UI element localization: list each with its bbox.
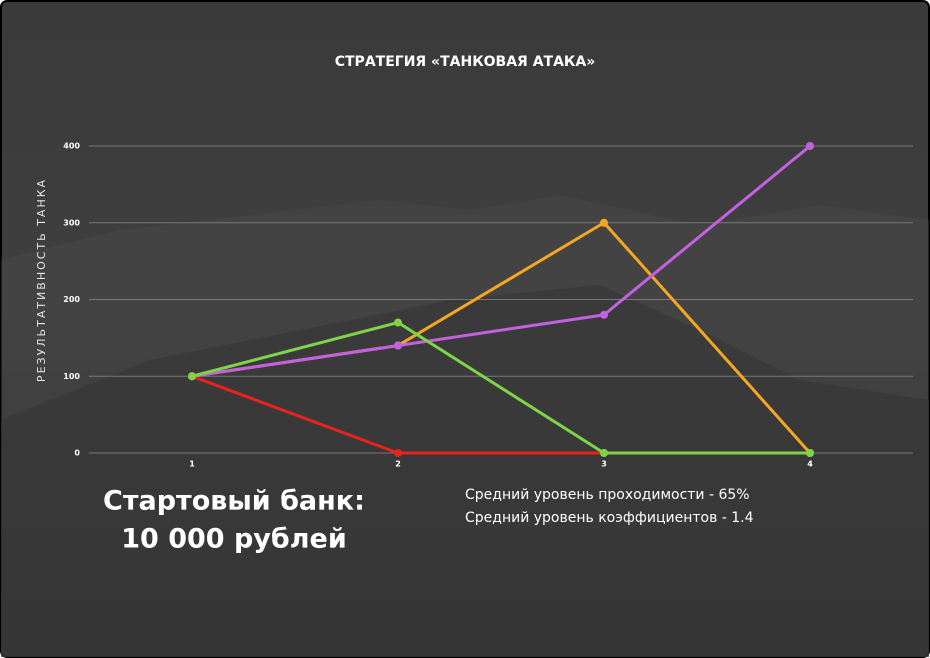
x-tick-label: 4 bbox=[807, 460, 813, 469]
series-line bbox=[191, 321, 810, 455]
chart-title: СТРАТЕГИЯ «ТАНКОВАЯ АТАКА» bbox=[335, 54, 596, 70]
data-point bbox=[806, 449, 814, 457]
mountains bbox=[1, 285, 929, 657]
data-point bbox=[188, 372, 196, 381]
data-point bbox=[394, 449, 402, 457]
x-tick-label: 3 bbox=[601, 460, 607, 469]
data-point bbox=[394, 318, 402, 327]
y-tick-label: 200 bbox=[63, 295, 80, 304]
note: Средний уровень проходимости - 65% bbox=[465, 487, 750, 503]
y-axis-label: РЕЗУЛЬТАТИВНОСТЬ ТАНКА bbox=[35, 178, 48, 382]
note: Средний уровень коэффициентов - 1.4 bbox=[465, 510, 754, 526]
bank-line: 10 000 рублей bbox=[121, 524, 347, 555]
plot: 0 100 200 300 400 1 2 3 4 bbox=[63, 142, 913, 469]
y-tick-label: 0 bbox=[74, 449, 80, 458]
x-tick-label: 1 bbox=[189, 460, 195, 469]
data-point bbox=[600, 218, 608, 227]
data-point bbox=[600, 449, 608, 457]
data-point bbox=[600, 310, 608, 319]
data-point bbox=[806, 142, 814, 150]
bank-line: Стартовый банк: bbox=[103, 486, 365, 517]
data-point bbox=[394, 341, 402, 350]
series-line bbox=[191, 144, 811, 378]
y-tick-label: 400 bbox=[63, 142, 80, 151]
x-tick-label: 2 bbox=[395, 460, 401, 469]
y-tick-label: 100 bbox=[63, 372, 80, 381]
y-tick-label: 300 bbox=[63, 218, 80, 227]
